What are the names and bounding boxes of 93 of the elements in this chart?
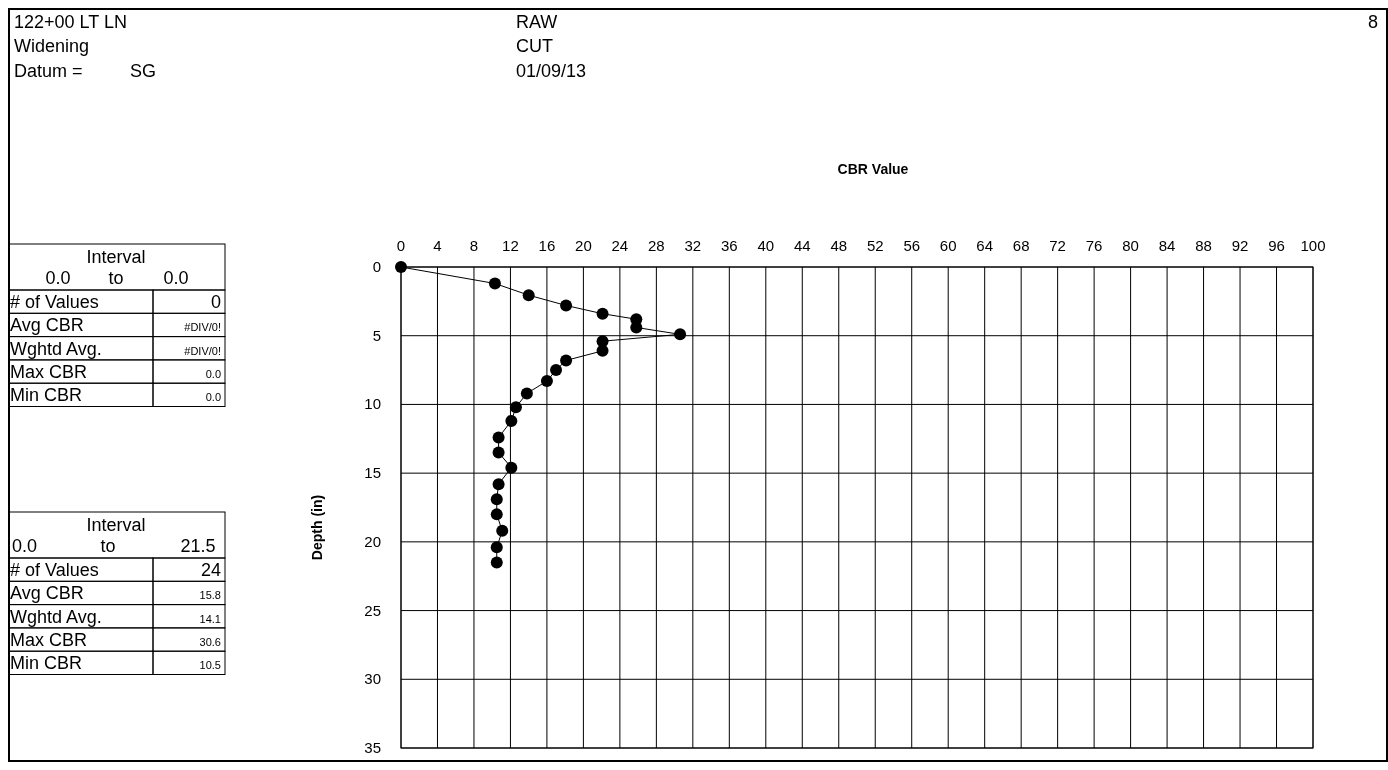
y-tick-label: 15 bbox=[364, 464, 381, 482]
text: RAW bbox=[516, 12, 558, 32]
y-tick-label: 35 bbox=[364, 739, 381, 756]
text: Max CBR bbox=[10, 361, 88, 382]
x-tick-label: 20 bbox=[575, 237, 592, 254]
text: # of Values bbox=[10, 292, 99, 312]
text: Max CBR bbox=[10, 629, 88, 650]
y-tick-label: 30 bbox=[364, 670, 381, 688]
x-tick-label: 88 bbox=[1195, 237, 1212, 254]
x-tick-label: 36 bbox=[720, 237, 738, 254]
y-tick-label: 20 bbox=[364, 532, 381, 550]
x-tick-label: 40 bbox=[757, 237, 775, 254]
x-tick-label: 16 bbox=[538, 237, 556, 254]
point bbox=[540, 375, 553, 388]
y-tick-label: 25 bbox=[364, 601, 381, 619]
x-tick-label: 68 bbox=[1012, 237, 1030, 254]
text: Min CBR bbox=[10, 385, 83, 406]
x-tick-label: 80 bbox=[1122, 237, 1139, 254]
x-tick-label: 28 bbox=[648, 237, 665, 254]
x-tick-label: 64 bbox=[976, 237, 994, 254]
text: 0.0 bbox=[163, 268, 189, 288]
y-axis-title: Depth (in) bbox=[309, 494, 325, 561]
point bbox=[560, 299, 573, 312]
point bbox=[509, 401, 522, 414]
y-tick-label: 5 bbox=[372, 326, 381, 344]
text: to bbox=[100, 536, 116, 556]
x-tick-label: 12 bbox=[502, 237, 519, 254]
point bbox=[492, 431, 505, 444]
x-tick-label: 56 bbox=[903, 237, 921, 254]
text: Wghtd Avg. bbox=[10, 606, 102, 627]
text: CUT bbox=[516, 36, 553, 56]
x-tick-label: 0 bbox=[396, 237, 406, 254]
point bbox=[490, 493, 503, 506]
text: to bbox=[108, 268, 124, 288]
text: 15.8 bbox=[199, 589, 221, 602]
text: 24 bbox=[200, 560, 221, 580]
text: 0.0 bbox=[12, 536, 38, 556]
x-tick-label: 92 bbox=[1231, 237, 1249, 254]
text: SG bbox=[130, 61, 157, 81]
text: 0.0 bbox=[205, 391, 221, 404]
x-tick-label: 24 bbox=[611, 237, 629, 254]
text: Avg CBR bbox=[10, 583, 84, 604]
point bbox=[505, 461, 518, 474]
x-tick-label: 72 bbox=[1049, 237, 1066, 254]
x-tick-label: 84 bbox=[1158, 237, 1176, 254]
text: 0.0 bbox=[205, 367, 221, 380]
y-tick-label: 0 bbox=[372, 258, 381, 275]
x-tick-label: 60 bbox=[939, 237, 957, 254]
text: Wghtd Avg. bbox=[10, 338, 102, 359]
text: 0.0 bbox=[45, 268, 71, 288]
point bbox=[505, 414, 518, 427]
x-tick-label: 100 bbox=[1300, 237, 1326, 254]
x-tick-label: 4 bbox=[433, 237, 442, 254]
point bbox=[522, 289, 535, 302]
text: 14.1 bbox=[199, 612, 221, 625]
point bbox=[490, 508, 503, 521]
text: 10.5 bbox=[199, 659, 221, 672]
text: 01/09/13 bbox=[516, 61, 587, 81]
point bbox=[490, 541, 503, 554]
x-tick-label: 76 bbox=[1085, 237, 1103, 254]
x-tick-label: 8 bbox=[469, 237, 479, 254]
x-tick-label: 32 bbox=[684, 237, 702, 254]
text: Interval bbox=[86, 515, 146, 535]
point bbox=[488, 277, 501, 290]
point bbox=[490, 556, 503, 569]
y-tick-label: 10 bbox=[364, 395, 381, 413]
x-tick-label: 48 bbox=[830, 237, 848, 254]
point bbox=[492, 478, 505, 491]
text: # of Values bbox=[10, 560, 99, 580]
text: 30.6 bbox=[199, 635, 221, 648]
text: Avg CBR bbox=[10, 315, 84, 336]
text: Min CBR bbox=[10, 653, 83, 674]
text: Interval bbox=[86, 247, 146, 267]
text: Datum = bbox=[14, 61, 83, 81]
chart-title: CBR Value bbox=[837, 161, 909, 177]
text: 21.5 bbox=[180, 536, 216, 556]
x-tick-label: 44 bbox=[793, 237, 811, 254]
point bbox=[496, 524, 509, 537]
x-tick-label: 52 bbox=[866, 237, 884, 254]
x-tick-label: 96 bbox=[1268, 237, 1285, 254]
point bbox=[674, 328, 687, 341]
text: Widening bbox=[14, 36, 90, 56]
text: #DIV/0! bbox=[184, 321, 221, 334]
text: 122+00 LT LN bbox=[14, 12, 127, 32]
point bbox=[550, 364, 563, 377]
point bbox=[596, 307, 609, 320]
text: #DIV/0! bbox=[184, 344, 221, 357]
point bbox=[492, 446, 505, 459]
text: 0 bbox=[210, 292, 221, 312]
text: 8 bbox=[1367, 12, 1378, 32]
point bbox=[560, 354, 573, 367]
point bbox=[520, 387, 533, 400]
point bbox=[395, 261, 407, 273]
